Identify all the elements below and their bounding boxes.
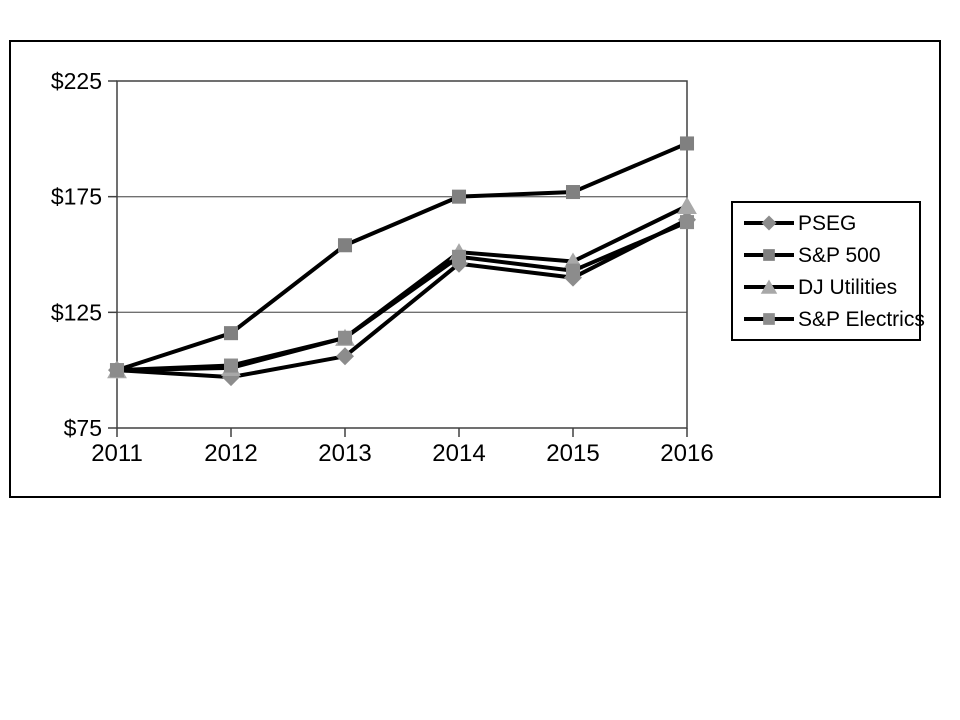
legend-label-sp500: S&P 500	[798, 243, 881, 267]
triangle-marker	[677, 196, 697, 215]
plot-frame	[116, 80, 688, 429]
square-marker	[763, 249, 775, 261]
square-marker	[109, 363, 125, 378]
y-axis-label: $75	[64, 415, 102, 441]
series-line-pseg	[116, 218, 688, 380]
x-axis-label: 2016	[660, 440, 713, 467]
legend-item-pseg: PSEG	[743, 213, 915, 234]
square-marker	[763, 313, 775, 325]
square-marker	[337, 330, 353, 345]
square-marker	[565, 185, 581, 200]
legend-label-dj-utilities: DJ Utilities	[798, 275, 898, 299]
square-marker	[565, 263, 581, 278]
legend-item-dj-utilities: DJ Utilities	[743, 277, 915, 298]
square-marker	[337, 238, 353, 253]
series-line-s-p-500	[116, 141, 688, 373]
legend-item-sp-electrics: S&P Electrics	[743, 309, 925, 330]
sp-electrics-square-marker-icon	[744, 313, 794, 325]
chart-legend: PSEG S&P 500 DJ Utilities S&P Electrics	[731, 201, 925, 341]
x-axis-label: 2014	[432, 440, 485, 467]
legend-label-sp-electrics: S&P Electrics	[798, 307, 925, 331]
square-marker	[451, 249, 467, 264]
x-axis-label: 2012	[204, 440, 257, 467]
x-axis-label: 2013	[318, 440, 371, 467]
square-marker	[679, 215, 695, 230]
diamond-marker	[761, 215, 777, 231]
x-axis-label: 2015	[546, 440, 599, 467]
triangle-marker	[760, 279, 778, 294]
chart-frame: $225 $175 $125 $75 2011 2012 2013 2014 2015 2016 …	[9, 40, 941, 498]
sp500-square-marker-icon	[744, 249, 794, 261]
legend-item-sp500: S&P 500	[743, 245, 915, 266]
series-line-s-p-electrics	[116, 220, 688, 373]
square-marker	[679, 136, 695, 151]
square-marker	[451, 189, 467, 204]
series-line-dj-utilities	[116, 204, 688, 373]
x-axis-label: 2011	[91, 440, 143, 467]
y-axis-label: $225	[51, 68, 102, 94]
square-marker	[223, 326, 239, 341]
legend-label-pseg: PSEG	[798, 211, 857, 235]
y-axis-label: $175	[51, 184, 102, 210]
y-axis-label: $125	[51, 299, 102, 325]
square-marker	[223, 358, 239, 373]
dj-utilities-triangle-marker-icon	[744, 279, 794, 294]
pseg-diamond-marker-icon	[744, 215, 794, 231]
diamond-marker	[336, 347, 354, 366]
